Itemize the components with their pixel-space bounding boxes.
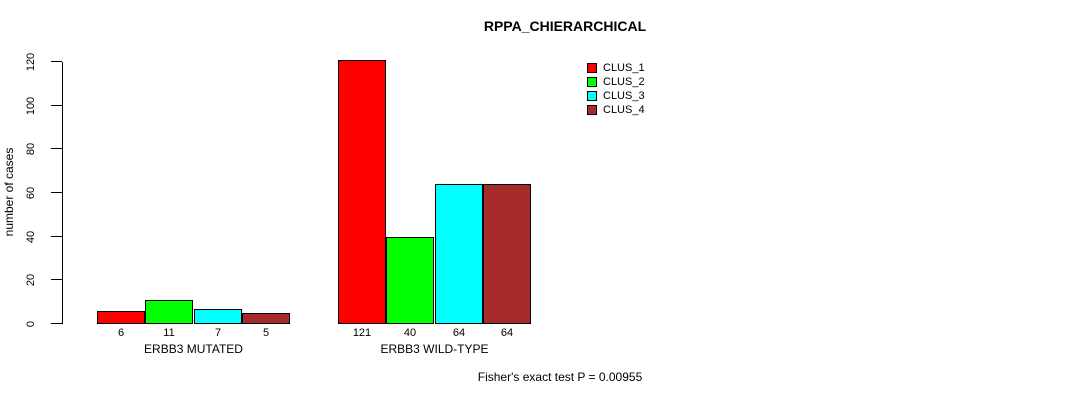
bar-value-label: 64 <box>452 327 466 339</box>
legend-item: CLUS_2 <box>587 75 645 89</box>
bar <box>435 184 483 324</box>
group-label: ERBB3 WILD-TYPE <box>380 342 489 356</box>
legend-color-swatch <box>587 91 597 101</box>
y-tick <box>51 236 62 237</box>
y-tick <box>51 279 62 280</box>
y-tick-label: 120 <box>25 52 37 72</box>
legend-color-swatch <box>587 63 597 73</box>
y-axis-label: number of cases <box>2 147 16 237</box>
bar-value-label: 11 <box>163 327 175 339</box>
legend-item: CLUS_3 <box>587 89 645 103</box>
y-tick <box>51 192 62 193</box>
y-tick-label: 100 <box>25 96 37 116</box>
fisher-test-annotation: Fisher's exact test P = 0.00955 <box>477 370 643 384</box>
bar-value-label: 40 <box>403 327 417 339</box>
bar <box>338 60 386 324</box>
bar <box>145 300 193 324</box>
bar-value-label: 64 <box>500 327 514 339</box>
chart-title: RPPA_CHIERARCHICAL <box>483 18 647 34</box>
legend-color-swatch <box>587 77 597 87</box>
bar <box>386 237 434 324</box>
y-tick-label: 60 <box>25 186 37 200</box>
bar <box>194 309 242 324</box>
y-tick-label: 0 <box>25 320 37 328</box>
bar <box>242 313 290 324</box>
y-tick-label: 40 <box>25 230 37 244</box>
legend-item: CLUS_1 <box>587 61 645 75</box>
legend-label: CLUS_3 <box>603 90 645 102</box>
bar-value-label: 7 <box>214 327 222 339</box>
y-tick <box>51 148 62 149</box>
legend-label: CLUS_1 <box>603 62 645 74</box>
group-label: ERBB3 MUTATED <box>144 342 243 356</box>
y-tick <box>51 105 62 106</box>
y-tick-label: 80 <box>25 142 37 156</box>
legend-label: CLUS_4 <box>603 104 645 116</box>
bar <box>483 184 531 324</box>
bar-value-label: 6 <box>117 327 125 339</box>
y-tick-label: 20 <box>25 273 37 287</box>
y-axis-line <box>62 62 63 324</box>
legend-item: CLUS_4 <box>587 103 645 117</box>
legend-color-swatch <box>587 105 597 115</box>
bar-value-label: 121 <box>352 327 372 339</box>
y-tick <box>51 323 62 324</box>
y-tick <box>51 61 62 62</box>
legend-label: CLUS_2 <box>603 76 645 88</box>
bar-value-label: 5 <box>262 327 270 339</box>
legend: CLUS_1 CLUS_2 CLUS_3 CLUS_4 <box>587 61 645 117</box>
bar <box>97 311 145 324</box>
